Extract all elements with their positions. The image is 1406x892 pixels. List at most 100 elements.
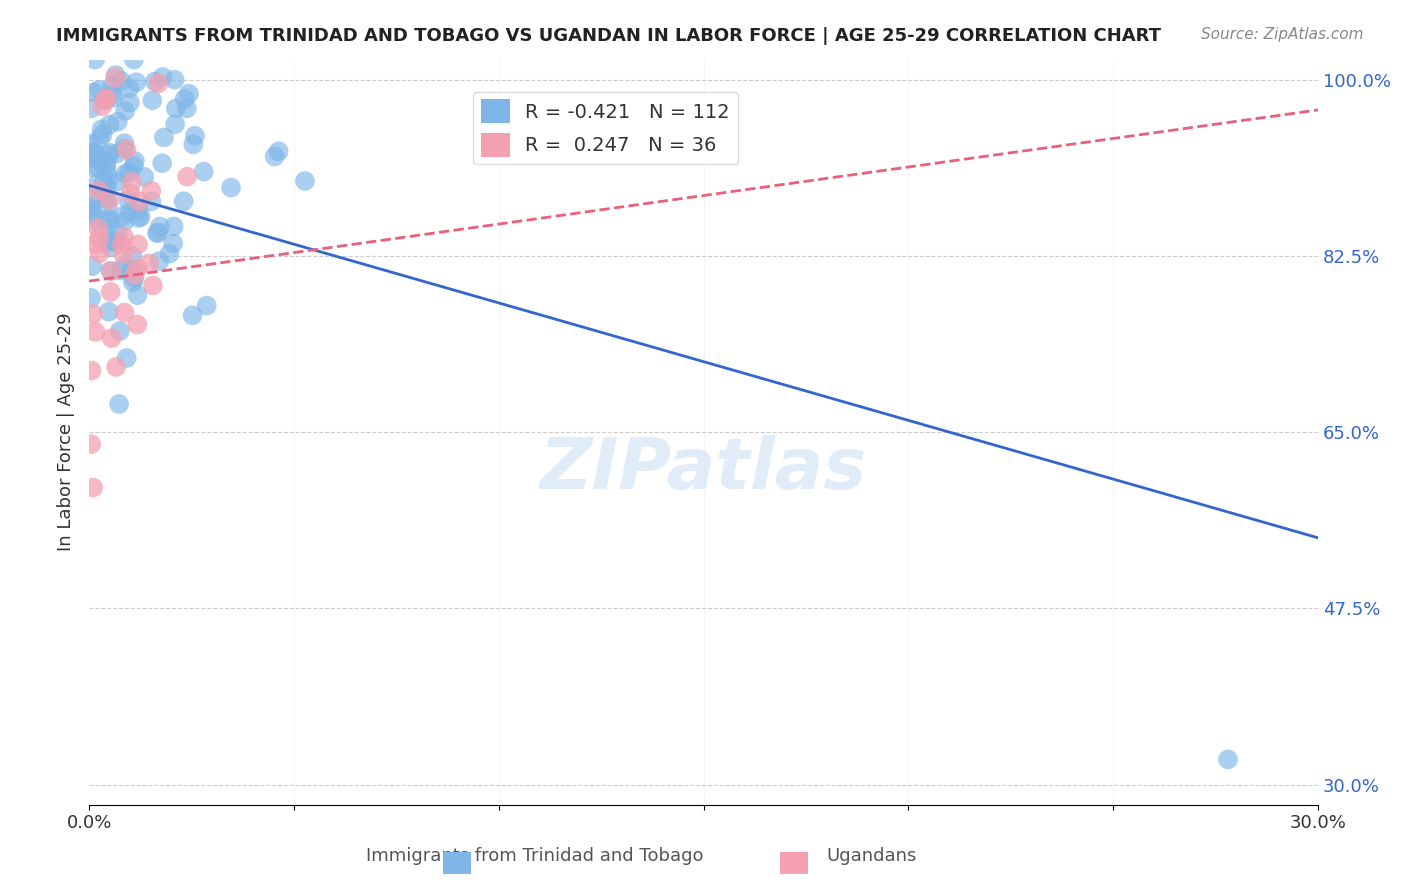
Text: Ugandans: Ugandans [827,847,917,865]
Point [104,234,127,248]
Point [148,76,170,90]
Point [86,177,108,191]
Point [129,210,152,224]
Point [96,219,118,234]
Point [117,193,139,207]
Point [105,359,128,374]
Point [82,207,104,221]
Point [122,276,145,290]
Point [82,307,104,321]
Text: IMMIGRANTS FROM TRINIDAD AND TOBAGO VS UGANDAN IN LABOR FORCE | AGE 25-29 CORREL: IMMIGRANTS FROM TRINIDAD AND TOBAGO VS U… [56,27,1161,45]
Text: Immigrants from Trinidad and Tobago: Immigrants from Trinidad and Tobago [366,847,703,865]
Point [127,261,149,276]
Legend: R = -0.421   N = 112, R =  0.247   N = 36: R = -0.421 N = 112, R = 0.247 N = 36 [472,92,738,164]
Point [111,260,134,274]
Point [97,148,120,162]
Point [148,254,170,268]
Point [173,194,195,209]
Point [110,74,132,88]
Point [107,227,129,241]
Point [80,437,103,451]
Point [111,237,134,252]
Point [181,137,204,152]
Point [138,256,160,270]
Point [127,288,149,302]
Point [83,213,105,227]
Point [142,278,165,293]
Point [121,249,143,263]
Point [80,192,103,206]
Point [118,165,141,179]
Point [104,70,127,85]
Point [94,91,117,105]
Point [80,199,103,213]
Point [87,183,110,197]
Point [101,235,124,249]
Point [89,231,111,245]
Point [93,174,115,188]
Point [118,95,141,110]
Point [219,180,242,194]
Point [159,246,181,260]
Point [127,318,149,332]
Point [84,53,107,67]
Point [96,160,118,174]
Point [112,215,135,229]
Point [112,230,135,244]
Point [150,156,173,170]
Point [100,264,122,278]
Point [115,351,138,365]
Point [105,146,128,161]
Point [98,193,121,207]
Point [108,397,131,411]
Point [111,209,134,223]
Point [141,93,163,107]
Point [94,192,117,206]
Point [83,145,105,159]
Point [122,159,145,173]
Point [294,174,316,188]
Point [91,128,114,142]
Point [134,169,156,184]
Point [127,202,149,217]
Point [103,91,125,105]
Point [124,268,146,282]
Point [128,194,150,209]
Point [97,234,120,248]
Point [101,87,124,102]
Point [263,149,285,163]
Point [84,325,107,339]
Point [91,99,114,113]
Text: ZIPatlas: ZIPatlas [540,435,868,504]
Point [87,161,110,175]
Point [122,53,145,67]
Point [108,324,131,338]
Point [105,175,128,189]
Point [80,102,103,116]
Point [98,145,121,160]
Point [107,114,129,128]
Point [146,226,169,240]
Point [173,92,195,106]
Point [82,481,104,495]
Point [153,130,176,145]
Point [125,75,148,89]
Point [121,175,143,189]
Point [90,122,112,136]
Y-axis label: In Labor Force | Age 25-29: In Labor Force | Age 25-29 [58,313,75,551]
Point [115,142,138,156]
Point [124,153,146,168]
Point [181,308,204,322]
Point [89,132,111,146]
Point [96,181,118,195]
Point [146,226,169,240]
Point [80,145,103,160]
Point [98,212,121,227]
Point [122,271,145,285]
Point [114,103,136,118]
Point [98,118,121,132]
Point [184,128,207,143]
Point [118,204,141,219]
Point [127,237,149,252]
Point [100,285,122,299]
